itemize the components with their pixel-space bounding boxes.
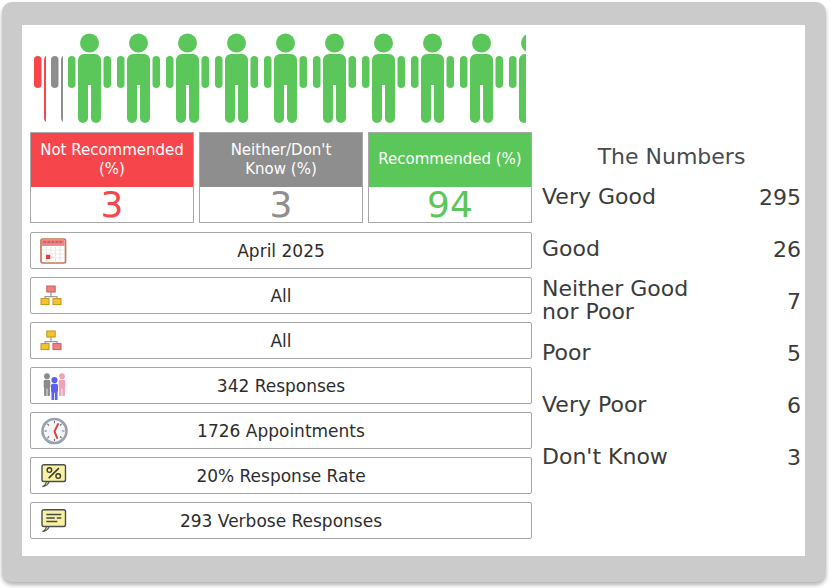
verbose-responses-row[interactable]: 293 Verbose Responses — [30, 502, 532, 539]
person-icon — [312, 33, 357, 123]
rating-label: Neither Good nor Poor — [542, 278, 720, 324]
person-icon — [33, 33, 46, 123]
dashboard-frame: Not Recommended (%) 3 Neither/Don't Know… — [2, 2, 826, 582]
rating-label: Poor — [542, 342, 590, 365]
numbers-panel: The Numbers Very Good 295 Good 26 Neithe… — [542, 25, 805, 556]
rating-count: 7 — [787, 289, 801, 314]
stat-box-value: 3 — [200, 187, 362, 222]
info-rows: April 2025 All — [30, 232, 532, 539]
person-icon — [508, 33, 526, 123]
person-icon — [165, 33, 210, 123]
person-icon — [214, 33, 259, 123]
stat-box-not-recommended: Not Recommended (%) 3 — [30, 132, 194, 223]
org-chart-down-icon — [40, 285, 62, 307]
numbers-row-good: Good 26 — [542, 223, 801, 275]
dashboard-card: Not Recommended (%) 3 Neither/Don't Know… — [22, 25, 805, 556]
numbers-panel-title: The Numbers — [542, 143, 801, 171]
person-icon — [410, 33, 455, 123]
numbers-row-very-poor: Very Poor 6 — [542, 379, 801, 431]
rating-count: 5 — [787, 341, 801, 366]
people-group-icon — [40, 371, 69, 400]
numbers-row-poor: Poor 5 — [542, 327, 801, 379]
response-rate-row[interactable]: 20% Response Rate — [30, 457, 532, 494]
rating-count: 295 — [759, 185, 801, 210]
calendar-icon — [40, 237, 67, 264]
person-icon — [263, 33, 308, 123]
percent-bubble-icon — [40, 463, 67, 488]
clock-icon — [40, 416, 69, 445]
pictogram-row — [33, 33, 532, 123]
rating-label: Good — [542, 238, 600, 261]
stat-box-recommended: Recommended (%) 94 — [368, 132, 532, 223]
responses-label: 342 Responses — [217, 376, 345, 396]
stat-box-header: Not Recommended (%) — [31, 133, 193, 187]
numbers-row-dont-know: Don't Know 3 — [542, 431, 801, 483]
stat-box-neither: Neither/Don't Know (%) 3 — [199, 132, 363, 223]
person-icon — [361, 33, 406, 123]
numbers-row-very-good: Very Good 295 — [542, 171, 801, 223]
rating-label: Very Good — [542, 186, 656, 209]
org-filter-row-1[interactable]: All — [30, 277, 532, 314]
org-filter-row-2[interactable]: All — [30, 322, 532, 359]
responses-row[interactable]: 342 Responses — [30, 367, 532, 404]
org-chart-up-icon — [40, 330, 62, 352]
org-filter-2-label: All — [270, 331, 291, 351]
verbose-responses-label: 293 Verbose Responses — [180, 511, 382, 531]
month-filter-row[interactable]: April 2025 — [30, 232, 532, 269]
stat-boxes: Not Recommended (%) 3 Neither/Don't Know… — [30, 132, 532, 223]
person-icon — [116, 33, 161, 123]
stat-box-value: 94 — [369, 187, 531, 222]
stat-box-header: Recommended (%) — [369, 133, 531, 187]
response-rate-label: 20% Response Rate — [196, 466, 365, 486]
month-filter-label: April 2025 — [237, 241, 325, 261]
appointments-row[interactable]: 1726 Appointments — [30, 412, 532, 449]
person-icon — [459, 33, 504, 123]
rating-label: Very Poor — [542, 394, 646, 417]
numbers-row-neither: Neither Good nor Poor 7 — [542, 275, 801, 327]
summary-column: Not Recommended (%) 3 Neither/Don't Know… — [30, 29, 532, 556]
comment-bubble-icon — [40, 508, 67, 533]
stat-box-header: Neither/Don't Know (%) — [200, 133, 362, 187]
stat-box-value: 3 — [31, 187, 193, 222]
person-icon — [67, 33, 112, 123]
rating-count: 26 — [773, 237, 801, 262]
rating-label: Don't Know — [542, 446, 668, 469]
rating-count: 3 — [787, 445, 801, 470]
appointments-label: 1726 Appointments — [197, 421, 365, 441]
person-icon — [50, 33, 63, 123]
rating-count: 6 — [787, 393, 801, 418]
org-filter-1-label: All — [270, 286, 291, 306]
